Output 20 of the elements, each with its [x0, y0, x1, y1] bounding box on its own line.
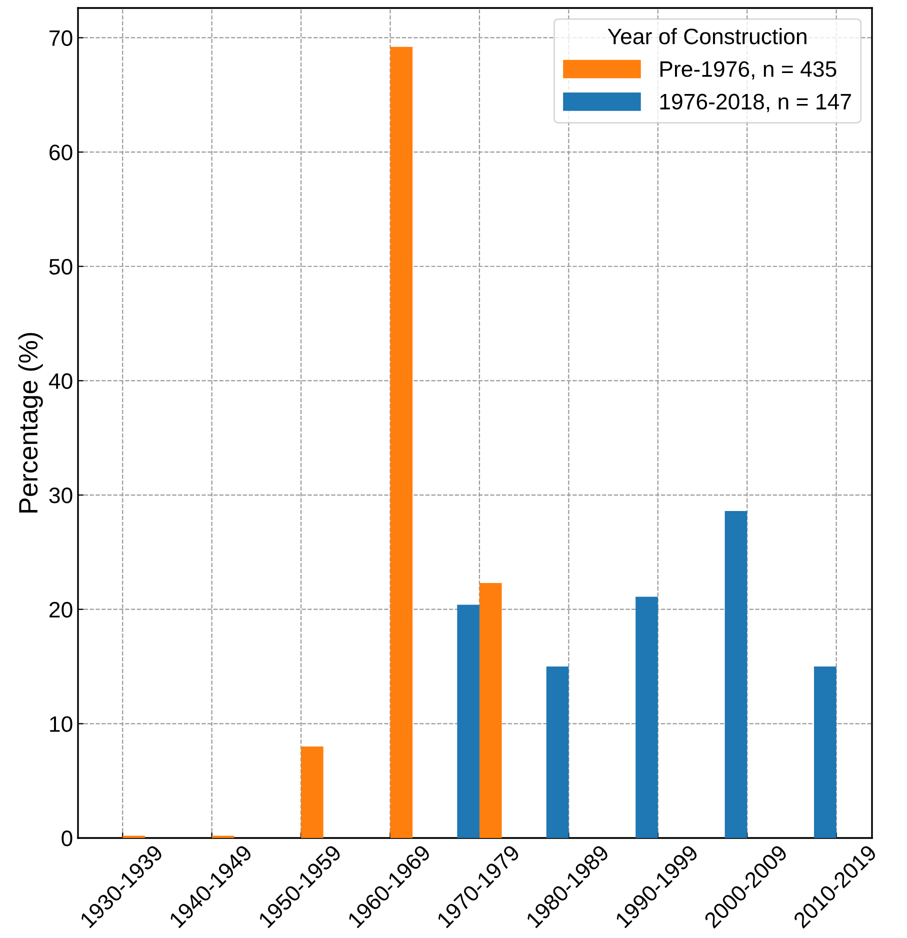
y-tick-label: 40: [48, 373, 72, 389]
legend-label: Pre-1976, n = 435: [660, 61, 836, 80]
y-tick-label: 30: [49, 488, 72, 504]
y-tick-label: 10: [50, 716, 72, 732]
bar: [457, 604, 480, 838]
legend-label: 1976-2018, n = 147: [660, 94, 851, 112]
bar: [390, 46, 413, 838]
y-tick-label: 60: [50, 144, 72, 160]
bar: [636, 596, 658, 838]
y-tick-label: 50: [49, 258, 72, 275]
bar: [301, 746, 324, 838]
y-tick-label: 70: [50, 30, 72, 46]
bar: [814, 666, 836, 838]
y-axis-title: Percentage (%): [18, 332, 43, 512]
legend-title: Year of Construction: [608, 28, 806, 44]
bar: [479, 583, 502, 838]
bar: [546, 666, 569, 838]
y-tick-label: 0: [62, 830, 72, 846]
y-tick-label: 20: [50, 602, 72, 618]
bar: [724, 511, 748, 838]
